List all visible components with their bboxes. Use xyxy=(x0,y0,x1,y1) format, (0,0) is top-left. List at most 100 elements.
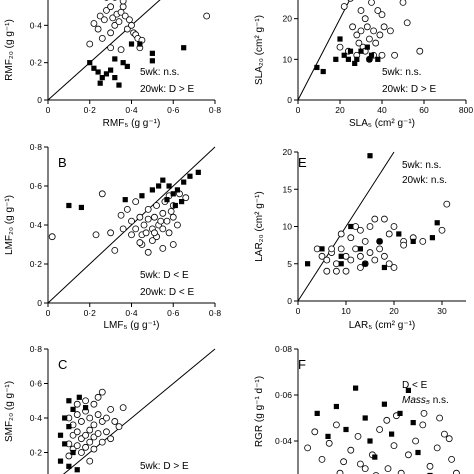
point-open-circle xyxy=(365,35,373,43)
point-open-circle xyxy=(136,213,144,221)
point-filled-square xyxy=(112,56,118,62)
point-open-circle xyxy=(366,249,374,256)
point-filled-square xyxy=(74,467,80,473)
point-open-circle xyxy=(100,16,108,24)
y-tick-label: 0 xyxy=(287,95,292,105)
x-tick-label: 0·2 xyxy=(84,308,97,318)
point-filled-square xyxy=(410,420,416,426)
point-filled-square xyxy=(97,80,103,86)
point-open-circle xyxy=(313,245,321,253)
point-filled-square xyxy=(354,56,360,62)
point-open-circle xyxy=(311,428,319,436)
point-open-circle xyxy=(403,19,411,27)
point-filled-square xyxy=(375,56,381,62)
point-open-circle xyxy=(448,455,456,463)
point-open-circle xyxy=(73,411,81,418)
point-filled-square xyxy=(429,235,435,241)
point-open-circle xyxy=(336,469,344,474)
point-open-circle xyxy=(90,20,98,27)
point-filled-square xyxy=(377,238,383,244)
point-filled-square xyxy=(333,56,339,62)
point-open-circle xyxy=(151,213,158,221)
chart-panel-f: 0·04 0·06 0·08 D < E Mass₅ n.s. RGR (g g⁻¹ d⁻… xyxy=(254,344,460,474)
point-open-circle xyxy=(163,217,171,225)
x-tick-label: 0·2 xyxy=(84,105,97,115)
point-filled-square xyxy=(345,56,351,62)
point-filled-square xyxy=(149,187,155,193)
point-open-circle xyxy=(323,267,331,275)
point-open-circle xyxy=(347,0,354,2)
point-open-circle xyxy=(374,7,382,14)
point-open-circle xyxy=(325,439,333,447)
panel-label-c: C xyxy=(58,357,67,372)
point-filled-square xyxy=(95,69,101,75)
x-tick-label: 0·6 xyxy=(167,308,180,318)
point-open-circle xyxy=(128,217,135,225)
point-filled-square xyxy=(70,406,76,412)
point-open-circle xyxy=(420,409,428,417)
point-open-circle xyxy=(366,223,374,230)
stat-note: 5wk: D > E xyxy=(140,461,189,472)
point-filled-square xyxy=(389,431,395,437)
point-open-circle xyxy=(380,215,388,223)
point-open-circle xyxy=(390,223,398,230)
y-axis-label: SMF₂₀ (g g⁻¹) xyxy=(4,381,15,442)
y-tick-label: 0·08 xyxy=(275,344,292,354)
chart-panel-c: 0·2 0·4 0·6 0·8 5wk: D > E SMF₂₀ (g g⁻¹) xyxy=(4,344,216,474)
point-filled-square xyxy=(66,398,72,404)
point-filled-square xyxy=(357,246,363,252)
point-filled-square xyxy=(320,68,326,75)
point-open-circle xyxy=(397,469,405,474)
stat-note: 5wk: n.s. xyxy=(382,67,421,78)
point-open-circle xyxy=(376,31,384,39)
stat-note: 20wk: n.s. xyxy=(402,175,447,186)
x-tick-label: 0·8 xyxy=(209,105,222,115)
point-open-circle xyxy=(453,469,460,474)
point-filled-square xyxy=(410,238,416,244)
panel-label-f: F xyxy=(298,357,306,372)
point-open-circle xyxy=(159,209,167,217)
point-open-circle xyxy=(356,264,364,271)
point-open-circle xyxy=(357,7,365,14)
point-filled-square xyxy=(122,197,128,203)
point-open-circle xyxy=(436,414,444,422)
point-filled-square xyxy=(397,410,403,416)
point-open-circle xyxy=(376,245,384,253)
point-open-circle xyxy=(332,260,340,268)
x-tick-label: 0 xyxy=(46,105,51,115)
x-tick-label: 0 xyxy=(296,105,301,115)
y-tick-label: 0·4 xyxy=(30,20,43,30)
point-open-circle xyxy=(426,462,434,470)
point-open-circle xyxy=(380,23,388,31)
point-filled-square xyxy=(337,36,343,42)
chart-panel-e: 0 10 20 30 0 5 10 15 20 5wk: n.s. 20wk: n.s. LAR₅ (… xyxy=(254,147,466,331)
point-open-circle xyxy=(372,39,380,47)
point-filled-square xyxy=(120,60,126,66)
point-filled-square xyxy=(66,202,72,209)
point-open-circle xyxy=(117,211,125,219)
point-open-circle xyxy=(390,442,398,450)
point-open-circle xyxy=(109,14,117,22)
y-tick-label: 0·04 xyxy=(275,436,292,446)
point-open-circle xyxy=(86,414,94,422)
point-filled-square xyxy=(343,426,349,433)
point-open-circle xyxy=(169,213,177,221)
y-axis-label: LMF₂₀ (g g⁻¹) xyxy=(4,195,15,255)
point-open-circle xyxy=(391,51,399,59)
point-open-circle xyxy=(153,202,160,209)
point-open-circle xyxy=(123,25,131,33)
point-open-circle xyxy=(98,190,106,198)
point-open-circle xyxy=(332,421,340,429)
one-to-one-line xyxy=(47,0,161,101)
x-axis-label: LMF₅ (g g⁻¹) xyxy=(104,320,160,331)
point-open-circle xyxy=(356,226,364,234)
point-open-circle xyxy=(357,27,365,35)
point-open-circle xyxy=(318,252,326,260)
point-open-circle xyxy=(94,411,102,418)
point-open-circle xyxy=(159,225,167,233)
y-tick-label: 15 xyxy=(283,184,293,194)
y-tick-label: 0·6 xyxy=(30,181,43,191)
y-tick-label: 0·4 xyxy=(30,220,43,230)
point-open-circle xyxy=(332,267,340,275)
point-open-circle xyxy=(361,15,369,23)
